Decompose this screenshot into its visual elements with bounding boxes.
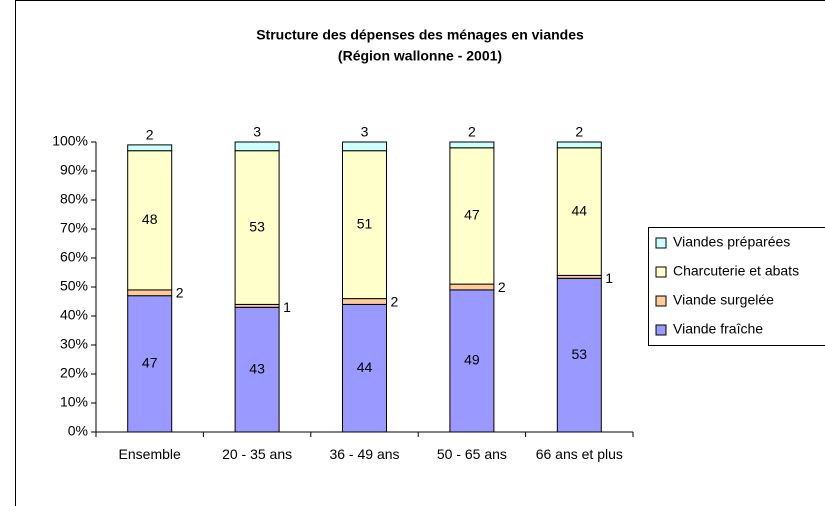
y-tick-label: 40% bbox=[60, 307, 88, 323]
x-tick-label: 20 - 35 ans bbox=[222, 446, 293, 462]
bar-segment bbox=[127, 295, 173, 433]
chart-subtitle: (Région wallonne - 2001) bbox=[338, 48, 502, 64]
y-tick-label: 60% bbox=[60, 249, 88, 265]
data-label: 2 bbox=[176, 285, 184, 301]
data-label: 2 bbox=[498, 279, 506, 295]
bar-segment bbox=[234, 141, 280, 152]
bar-segment bbox=[342, 150, 387, 300]
data-label: 1 bbox=[605, 270, 613, 286]
data-label: 2 bbox=[468, 124, 476, 140]
y-tick-label: 90% bbox=[60, 162, 88, 178]
bar-segment bbox=[449, 289, 495, 433]
bar-segment bbox=[127, 289, 173, 297]
bar-segment bbox=[556, 277, 602, 433]
y-tick-label: 10% bbox=[60, 394, 88, 410]
y-tick-label: 70% bbox=[60, 220, 88, 236]
bar-segment bbox=[234, 150, 280, 305]
legend-box bbox=[648, 227, 825, 346]
bar-segment bbox=[127, 144, 173, 152]
x-tick-label: 66 ans et plus bbox=[535, 446, 623, 462]
data-label: 53 bbox=[572, 346, 588, 362]
data-label: 43 bbox=[249, 360, 265, 376]
data-label: 47 bbox=[142, 355, 158, 371]
data-label: 2 bbox=[575, 124, 583, 140]
legend-label: Viande fraîche bbox=[673, 321, 763, 337]
chart-frame bbox=[15, 0, 825, 506]
legend-swatch bbox=[655, 295, 667, 307]
data-label: 44 bbox=[357, 359, 373, 375]
data-label: 3 bbox=[361, 124, 369, 140]
data-label: 47 bbox=[464, 207, 480, 223]
x-tick-label: 36 - 49 ans bbox=[329, 446, 400, 462]
y-tick-label: 50% bbox=[60, 278, 88, 294]
x-tick-label: Ensemble bbox=[118, 446, 181, 462]
legend-swatch bbox=[655, 237, 667, 249]
bar-segment bbox=[449, 147, 495, 285]
legend-label: Charcuterie et abats bbox=[673, 263, 799, 279]
bar-segment bbox=[234, 306, 280, 433]
data-label: 2 bbox=[146, 127, 154, 143]
y-tick-label: 20% bbox=[60, 365, 88, 381]
data-label: 44 bbox=[572, 202, 588, 218]
legend-swatch bbox=[655, 324, 667, 336]
bar-segment bbox=[449, 283, 495, 291]
y-tick-label: 100% bbox=[52, 133, 88, 149]
bar-segment bbox=[342, 141, 387, 152]
data-label: 51 bbox=[357, 215, 373, 231]
y-tick-label: 80% bbox=[60, 191, 88, 207]
data-label: 1 bbox=[283, 299, 291, 315]
data-label: 2 bbox=[391, 293, 399, 309]
legend-label: Viande surgelée bbox=[673, 292, 774, 308]
bar-segment bbox=[449, 141, 495, 149]
chart-title: Structure des dépenses des ménages en vi… bbox=[256, 27, 584, 43]
legend-swatch bbox=[655, 266, 667, 278]
bar-segment bbox=[556, 147, 602, 276]
legend-label: Viandes préparées bbox=[673, 234, 790, 250]
bar-segment bbox=[342, 303, 387, 433]
data-label: 48 bbox=[142, 211, 158, 227]
x-tick-label: 50 - 65 ans bbox=[436, 446, 507, 462]
bar-segment bbox=[342, 298, 387, 305]
data-label: 3 bbox=[253, 124, 261, 140]
data-label: 49 bbox=[464, 352, 480, 368]
bar-segment bbox=[556, 141, 602, 149]
data-label: 53 bbox=[249, 218, 265, 234]
y-tick-label: 30% bbox=[60, 336, 88, 352]
y-tick-label: 0% bbox=[68, 423, 88, 439]
bar-segment bbox=[127, 150, 173, 291]
